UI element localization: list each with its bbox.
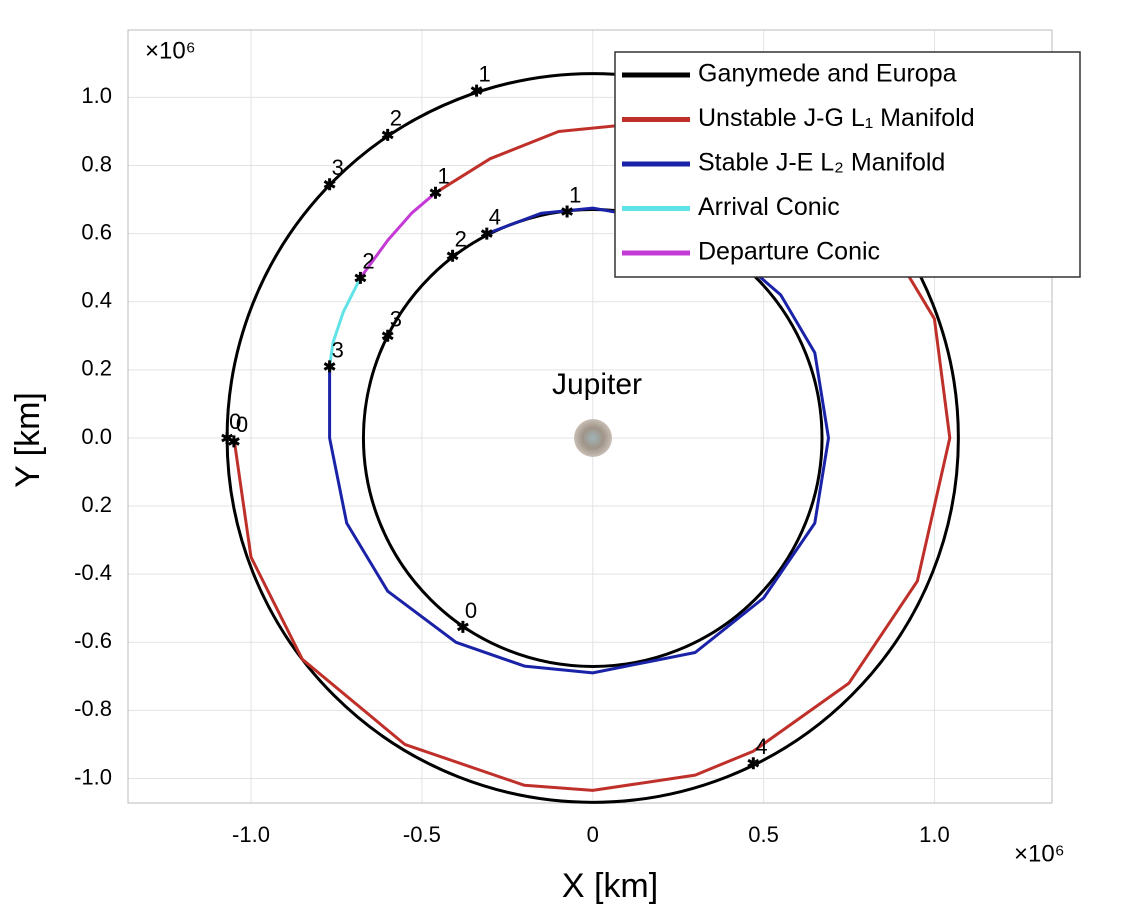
y-tick-label: 0.2 (81, 492, 112, 517)
point-marker (747, 757, 760, 770)
legend: Ganymede and Europa Unstable J-G L₁ Manif… (614, 51, 1081, 278)
y-axis-label: Y [km] (9, 392, 47, 488)
x-tick-label: 1.0 (919, 822, 950, 847)
point-label: 4 (489, 204, 501, 229)
y-tick-label: -0.4 (74, 560, 112, 585)
y-tick-label: 0.4 (81, 288, 112, 313)
x-tick-label: -0.5 (403, 822, 441, 847)
x-tick-label: 0.5 (748, 822, 779, 847)
grid (128, 30, 1052, 803)
point-marker (381, 128, 394, 141)
point-marker (323, 178, 336, 191)
point-label: 0 (229, 409, 241, 434)
point-label: 1 (479, 61, 491, 86)
y-tick-label: 0.6 (81, 219, 112, 244)
y-tick-label: 0.8 (81, 151, 112, 176)
point-marker (561, 205, 574, 218)
trajectory (328, 277, 362, 367)
point-label: 2 (390, 106, 402, 131)
legend-label: Unstable J-G L₁ Manifold (698, 104, 975, 132)
point-label: 0 (236, 412, 248, 437)
point-marker (354, 271, 367, 284)
point-label: 1 (569, 182, 581, 207)
point-label: 1 (438, 164, 450, 189)
y-tick-label: 0.2 (81, 356, 112, 381)
point-label: 2 (362, 249, 374, 274)
y-tick-label: 1.0 (81, 83, 112, 108)
point-label: 3 (332, 155, 344, 180)
legend-label: Stable J-E L₂ Manifold (698, 149, 945, 177)
point-marker (446, 249, 459, 262)
legend-label: Departure Conic (698, 238, 880, 266)
jupiter-body (574, 419, 612, 457)
x-tick-label: 0 (587, 822, 599, 847)
point-marker (323, 360, 336, 373)
point-label: 0 (465, 598, 477, 623)
legend-label: Arrival Conic (698, 193, 840, 221)
point-label: 3 (332, 337, 344, 362)
trajectory (359, 191, 437, 279)
y-multiplier: ×10⁶ (145, 37, 196, 64)
point-marker (429, 186, 442, 199)
point-marker (470, 84, 483, 97)
point-marker (227, 435, 240, 448)
legend-label: Ganymede and Europa (698, 60, 957, 88)
y-tick-label: -0.6 (74, 628, 112, 653)
y-tick-label: -1.0 (74, 764, 112, 789)
y-tick-label: -0.8 (74, 696, 112, 721)
legend-box (614, 51, 1081, 278)
x-multiplier: ×10⁶ (1014, 840, 1065, 867)
point-label: 3 (390, 307, 402, 332)
point-marker (456, 620, 469, 633)
point-label: 4 (755, 734, 767, 759)
point-label: 2 (455, 227, 467, 252)
y-tick-label: 0.0 (81, 424, 112, 449)
annotation: Jupiter (552, 368, 642, 401)
point-marker (381, 329, 394, 342)
x-axis-label: X [km] (562, 867, 658, 905)
x-tick-label: -1.0 (232, 822, 270, 847)
point-marker (480, 227, 493, 240)
